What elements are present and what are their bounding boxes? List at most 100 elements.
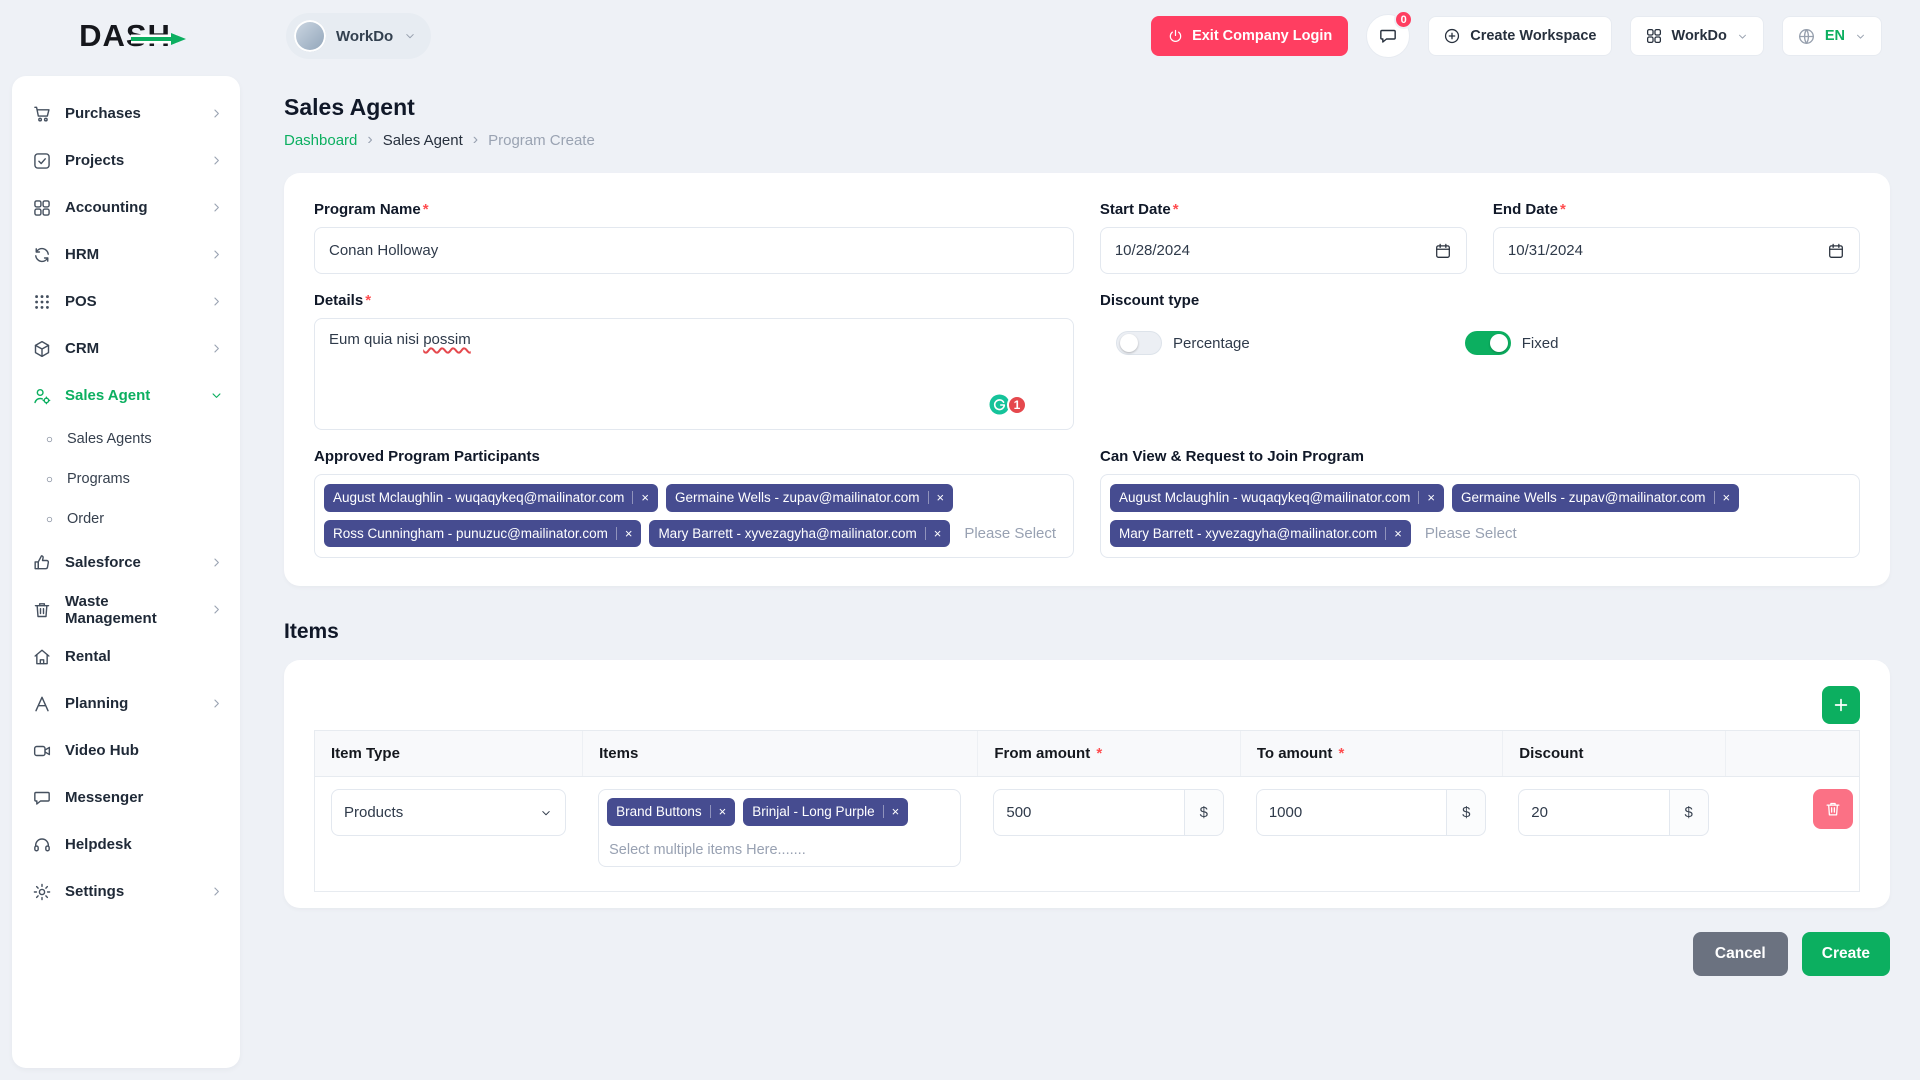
sidebar-subitem-label: Sales Agents — [67, 431, 152, 447]
sidebar-item-waste-management[interactable]: Waste Management — [12, 586, 240, 633]
percentage-toggle[interactable] — [1116, 331, 1162, 355]
grammar-checker-widget[interactable]: 1 — [989, 394, 1027, 415]
chevron-down-icon — [1736, 30, 1749, 43]
to-amount-input[interactable] — [1255, 789, 1447, 836]
required-marker: * — [422, 201, 429, 218]
sidebar-item-settings[interactable]: Settings — [12, 868, 240, 915]
close-icon[interactable]: × — [924, 526, 941, 540]
user-gear-icon — [32, 386, 52, 406]
label-text: Approved Program Participants — [314, 448, 540, 465]
currency-suffix: $ — [1446, 789, 1487, 836]
sidebar-item-purchases[interactable]: Purchases — [12, 90, 240, 137]
category-icon — [32, 198, 52, 218]
check-square-icon — [32, 151, 52, 171]
participant-tag: August Mclaughlin - wuqaqykeq@mailinator… — [1110, 484, 1444, 512]
start-date-input[interactable]: 10/28/2024 — [1099, 227, 1467, 274]
required-marker: * — [365, 292, 372, 309]
participant-tag: Germaine Wells - zupav@mailinator.com × — [1451, 484, 1740, 512]
items-table-row: Products Brand Buttons × Brinjal - Long P… — [315, 777, 1859, 891]
gear-icon — [32, 882, 52, 902]
discount-input[interactable] — [1518, 789, 1669, 836]
program-name-input[interactable] — [314, 227, 1074, 274]
sidebar-item-label: Purchases — [65, 105, 141, 122]
items-multiselect[interactable]: Brand Buttons × Brinjal - Long Purple × Se… — [598, 789, 962, 867]
column-label: From amount — [994, 745, 1091, 762]
exit-button-label: Exit Company Login — [1192, 28, 1333, 44]
close-icon[interactable]: × — [1385, 526, 1402, 540]
sidebar-item-projects[interactable]: Projects — [12, 137, 240, 184]
delete-item-row-button[interactable] — [1813, 789, 1853, 829]
from-amount-input[interactable] — [993, 789, 1184, 836]
sidebar-item-accounting[interactable]: Accounting — [12, 184, 240, 231]
sidebar-item-crm[interactable]: CRM — [12, 325, 240, 372]
program-name-label: Program Name * — [314, 201, 1074, 218]
sidebar-item-helpdesk[interactable]: Helpdesk — [12, 821, 240, 868]
close-icon[interactable]: × — [709, 805, 726, 819]
close-icon[interactable]: × — [927, 491, 944, 505]
sidebar-item-messenger[interactable]: Messenger — [12, 774, 240, 821]
sidebar-item-hrm[interactable]: HRM — [12, 231, 240, 278]
calendar-icon[interactable] — [1434, 242, 1452, 260]
details-text: Eum quia nisi — [329, 331, 424, 348]
percentage-label: Percentage — [1173, 334, 1250, 352]
sidebar-item-sales-agent[interactable]: Sales Agent — [12, 372, 240, 419]
sidebar-item-label: Settings — [65, 883, 125, 900]
breadcrumb-dashboard[interactable]: Dashboard — [284, 131, 358, 149]
sidebar-item-label: Video Hub — [65, 742, 139, 759]
add-item-row-button[interactable] — [1822, 686, 1860, 724]
sidebar: Purchases Projects Accounting HRM POS CR… — [12, 76, 240, 1068]
end-date-input[interactable]: 10/31/2024 — [1492, 227, 1860, 274]
cancel-button[interactable]: Cancel — [1692, 931, 1788, 976]
toggle-knob — [1489, 334, 1508, 352]
drafting-icon — [32, 694, 52, 714]
tag-label: Mary Barrett - xyvezagyha@mailinator.com — [1119, 525, 1378, 541]
workspace-selector[interactable]: WorkDo — [286, 13, 432, 59]
select-placeholder: Please Select — [964, 524, 1057, 542]
approved-participants-select[interactable]: August Mclaughlin - wuqaqykeq@mailinator… — [314, 474, 1074, 558]
language-selector[interactable]: EN — [1781, 16, 1882, 56]
workdo-menu-button[interactable]: WorkDo — [1629, 16, 1764, 56]
close-icon[interactable]: × — [615, 526, 632, 540]
home-icon — [32, 647, 52, 667]
details-label: Details * — [314, 292, 1074, 309]
app-logo[interactable]: DASH — [79, 18, 186, 54]
viewers-field: Can View & Request to Join Program Augus… — [1100, 448, 1860, 558]
details-textarea[interactable]: Eum quia nisi possim 1 — [314, 318, 1074, 430]
sidebar-item-planning[interactable]: Planning — [12, 680, 240, 727]
sidebar-subitem-sales-agents[interactable]: Sales Agents — [12, 419, 240, 459]
item-type-select[interactable]: Products — [331, 789, 567, 836]
participant-tag: August Mclaughlin - wuqaqykeq@mailinator… — [324, 484, 658, 512]
close-icon[interactable]: × — [1713, 491, 1730, 505]
items-table: Item Type Items From amount * To amount … — [314, 730, 1860, 892]
close-icon[interactable]: × — [882, 805, 899, 819]
sidebar-item-video-hub[interactable]: Video Hub — [12, 727, 240, 774]
create-workspace-button[interactable]: Create Workspace — [1428, 16, 1612, 56]
participant-tag: Germaine Wells - zupav@mailinator.com × — [665, 484, 954, 512]
tag-label: August Mclaughlin - wuqaqykeq@mailinator… — [1119, 490, 1411, 505]
create-button[interactable]: Create — [1801, 931, 1890, 976]
sidebar-item-pos[interactable]: POS — [12, 278, 240, 325]
trash-icon — [1824, 800, 1842, 818]
sidebar-item-salesforce[interactable]: Salesforce — [12, 539, 240, 586]
bullet-icon — [44, 474, 55, 485]
fixed-toggle[interactable] — [1464, 331, 1511, 355]
breadcrumb-separator-icon: › — [472, 131, 479, 148]
sidebar-item-rental[interactable]: Rental — [12, 633, 240, 680]
viewers-select[interactable]: August Mclaughlin - wuqaqykeq@mailinator… — [1100, 474, 1860, 558]
messages-button[interactable]: 0 — [1366, 10, 1414, 58]
required-marker: * — [1172, 201, 1179, 218]
exit-company-login-button[interactable]: Exit Company Login — [1151, 16, 1349, 56]
breadcrumb-sales-agent[interactable]: Sales Agent — [382, 131, 463, 149]
sidebar-item-label: Salesforce — [65, 554, 141, 571]
sidebar-subitem-order[interactable]: Order — [12, 499, 240, 539]
chevron-down-icon — [539, 806, 553, 820]
sidebar-item-label: Planning — [65, 695, 129, 712]
close-icon[interactable]: × — [1418, 491, 1435, 505]
tag-label: Mary Barrett - xyvezagyha@mailinator.com — [658, 525, 917, 541]
workdo-menu-label: WorkDo — [1671, 28, 1727, 44]
label-text: Program Name — [314, 201, 421, 218]
close-icon[interactable]: × — [632, 491, 649, 505]
sidebar-subitem-programs[interactable]: Programs — [12, 459, 240, 499]
chevron-right-icon — [209, 106, 224, 121]
calendar-icon[interactable] — [1827, 242, 1845, 260]
